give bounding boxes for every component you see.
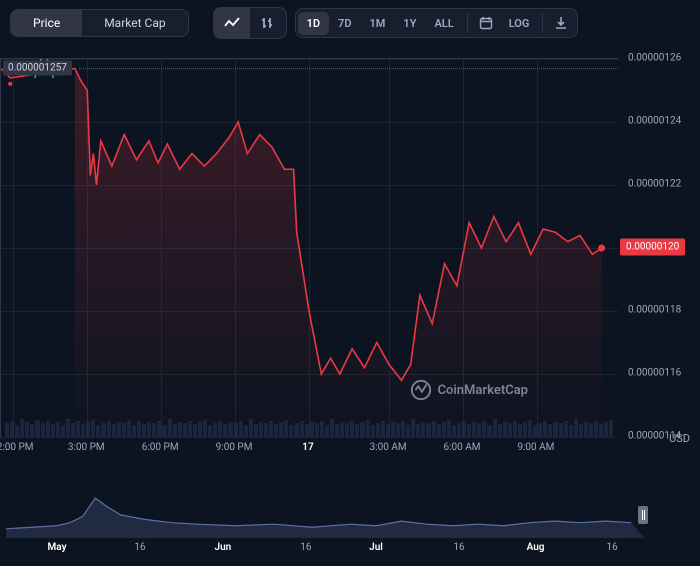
- brush-tick-label: May: [48, 542, 67, 553]
- chart-style-group: [213, 7, 287, 39]
- y-tick-label: 0.00000116: [628, 368, 681, 379]
- candlestick-chart-icon[interactable]: [250, 8, 286, 38]
- y-tick-label: 0.00000122: [628, 179, 681, 190]
- brush-handle[interactable]: [638, 506, 648, 524]
- tf-1m[interactable]: 1M: [361, 12, 395, 35]
- brush-tick-label: 16: [453, 542, 464, 553]
- timeframe-selector: 1D 7D 1M 1Y ALL LOG: [295, 8, 579, 38]
- brush-x-axis: May 16 Jun 16 Jul 16 Aug 16: [6, 542, 644, 558]
- x-tick-label: 3:00 PM: [68, 442, 105, 453]
- x-tick-label: 3:00 AM: [370, 442, 407, 453]
- brush-tick-label: 16: [300, 542, 311, 553]
- brush-tick-label: Jun: [215, 542, 232, 553]
- calendar-icon[interactable]: [472, 11, 500, 35]
- brush-tick-label: Aug: [527, 542, 545, 553]
- view-type-segmented: Price Market Cap: [10, 9, 189, 37]
- x-tick-label: 12:00 PM: [0, 442, 34, 453]
- brush-svg: [6, 492, 644, 538]
- brush-plot[interactable]: [6, 492, 644, 538]
- main-chart-area: 0.000001257 CoinMarketCap 0.00000120 0.0…: [0, 58, 700, 438]
- current-price-badge: 0.00000120: [620, 239, 685, 256]
- log-toggle[interactable]: LOG: [500, 12, 539, 35]
- x-tick-label: 6:00 PM: [142, 442, 179, 453]
- y-tick-label: 0.00000126: [628, 53, 681, 64]
- toolbar: Price Market Cap 1D 7D 1M 1Y ALL LOG: [0, 0, 700, 46]
- line-chart-icon[interactable]: [214, 8, 250, 38]
- marketcap-tab[interactable]: Market Cap: [82, 10, 187, 36]
- x-axis: 12:00 PM 3:00 PM 6:00 PM 9:00 PM 17 3:00 AM 6:…: [0, 442, 618, 464]
- tf-all[interactable]: ALL: [425, 12, 462, 35]
- tf-1y[interactable]: 1Y: [394, 12, 425, 35]
- tf-1d[interactable]: 1D: [298, 12, 329, 35]
- download-icon[interactable]: [547, 11, 575, 35]
- brush-tick-label: 16: [134, 542, 145, 553]
- price-tab[interactable]: Price: [11, 10, 82, 36]
- chart-plot[interactable]: 0.000001257 CoinMarketCap: [0, 58, 618, 438]
- start-price-label: 0.000001257: [3, 61, 72, 76]
- brush-area: May 16 Jun 16 Jul 16 Aug 16: [0, 492, 700, 566]
- y-tick-label: 0.00000118: [628, 305, 681, 316]
- tf-7d[interactable]: 7D: [329, 12, 360, 35]
- y-tick-label: 0.00000124: [628, 116, 681, 127]
- x-tick-label: 6:00 AM: [443, 442, 480, 453]
- x-tick-label: 9:00 AM: [517, 442, 554, 453]
- x-tick-label: 17: [302, 442, 313, 453]
- watermark-text: CoinMarketCap: [438, 383, 528, 398]
- watermark: CoinMarketCap: [410, 379, 528, 401]
- y-axis: 0.00000120 0.000001260.000001240.0000012…: [618, 58, 698, 438]
- currency-label: USD: [669, 432, 690, 445]
- brush-tick-label: 16: [606, 542, 617, 553]
- x-tick-label: 9:00 PM: [216, 442, 253, 453]
- brush-tick-label: Jul: [369, 542, 383, 553]
